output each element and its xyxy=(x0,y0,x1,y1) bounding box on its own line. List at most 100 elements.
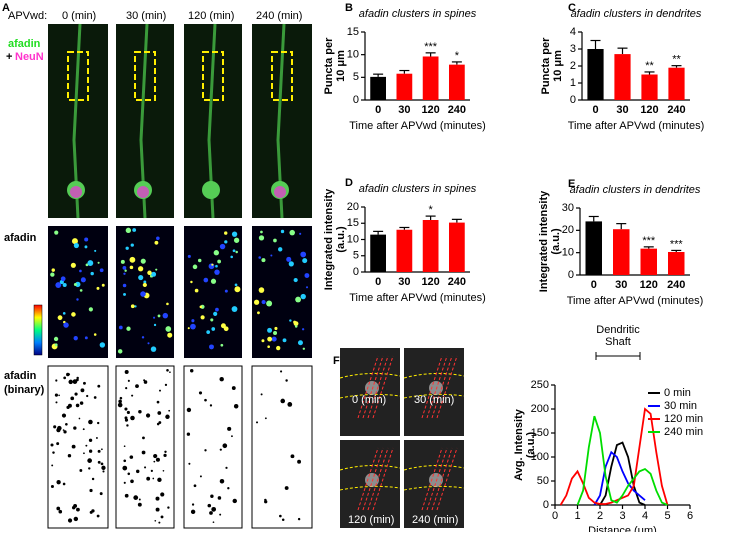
puncta xyxy=(70,262,76,268)
binary-puncta xyxy=(146,476,151,481)
puncta xyxy=(122,265,127,270)
row-label: afadin xyxy=(4,232,37,244)
y-axis-label: (a.u.) xyxy=(525,432,537,459)
puncta xyxy=(267,327,273,333)
puncta xyxy=(210,318,214,322)
puncta xyxy=(206,330,211,334)
puncta xyxy=(297,340,303,346)
binary-puncta xyxy=(74,392,78,396)
puncta xyxy=(219,243,226,250)
bar xyxy=(668,67,685,100)
binary-puncta xyxy=(101,448,103,451)
puncta xyxy=(71,238,78,245)
puncta xyxy=(62,282,67,287)
puncta xyxy=(101,283,105,287)
binary-puncta xyxy=(232,498,237,504)
binary-puncta xyxy=(219,377,224,382)
puncta xyxy=(140,291,146,297)
y-tick-label: 50 xyxy=(537,475,549,487)
puncta xyxy=(143,280,147,284)
significance: *** xyxy=(670,238,684,250)
puncta xyxy=(301,328,305,331)
y-tick-label: 0 xyxy=(353,94,359,106)
binary-puncta xyxy=(68,373,71,376)
binary-puncta xyxy=(70,396,75,401)
puncta xyxy=(54,343,58,347)
y-tick-label: 4 xyxy=(570,26,576,38)
x-tick-label: 0 xyxy=(552,510,558,522)
y-tick-label: 10 xyxy=(562,247,574,259)
x-axis-label: Time after APVwd (minutes) xyxy=(349,120,486,132)
puncta xyxy=(99,342,106,348)
puncta xyxy=(302,258,308,264)
image xyxy=(251,365,313,529)
nucleus xyxy=(274,186,286,198)
binary-puncta xyxy=(73,516,79,522)
row-label: (binary) xyxy=(4,384,45,396)
binary-puncta xyxy=(280,370,283,373)
puncta xyxy=(215,307,219,312)
binary-puncta xyxy=(133,495,139,500)
binary-puncta xyxy=(186,407,192,413)
puncta xyxy=(304,273,310,278)
row-label: afadin xyxy=(4,370,37,382)
binary-puncta xyxy=(93,396,97,399)
legend-label: 30 min xyxy=(664,400,697,412)
binary-puncta xyxy=(88,419,93,425)
y-tick-label: 5 xyxy=(353,71,359,83)
puncta xyxy=(210,278,217,284)
binary-puncta xyxy=(225,466,228,469)
puncta xyxy=(129,265,134,270)
binary-puncta xyxy=(138,409,142,414)
image xyxy=(116,226,174,358)
puncta xyxy=(84,245,88,249)
puncta xyxy=(293,277,298,283)
binary-puncta xyxy=(290,454,295,459)
bar xyxy=(449,64,465,100)
x-axis-label: Time after APVwd (minutes) xyxy=(567,295,704,307)
binary-puncta xyxy=(79,469,83,472)
stain-label: afadin xyxy=(8,38,41,50)
x-tick-label: 6 xyxy=(687,510,693,522)
puncta xyxy=(85,263,89,267)
puncta xyxy=(96,286,100,290)
binary-puncta xyxy=(169,371,171,374)
puncta xyxy=(153,323,157,327)
binary-puncta xyxy=(165,414,170,419)
time-label: 240 (min) xyxy=(412,514,458,526)
x-tick-label: 0 xyxy=(375,104,381,116)
binary-puncta xyxy=(54,393,58,397)
binary-puncta xyxy=(156,422,160,426)
shaft-edge xyxy=(403,464,465,471)
x-tick-label: 30 xyxy=(616,104,628,116)
binary-puncta xyxy=(164,450,167,454)
binary-puncta xyxy=(96,421,100,425)
binary-puncta xyxy=(227,426,232,431)
puncta xyxy=(197,258,202,263)
puncta xyxy=(63,322,69,328)
legend-label: 240 min xyxy=(664,426,703,438)
time-label: 30 (min) xyxy=(414,394,454,406)
image xyxy=(184,226,242,358)
binary-puncta xyxy=(160,515,164,519)
puncta xyxy=(62,312,66,315)
puncta xyxy=(125,227,132,234)
puncta xyxy=(191,319,195,323)
soma xyxy=(202,181,220,199)
puncta xyxy=(79,289,83,292)
significance: *** xyxy=(642,235,656,247)
binary-puncta xyxy=(130,415,135,421)
puncta xyxy=(124,269,127,272)
binary-puncta xyxy=(193,484,197,488)
binary-puncta xyxy=(285,379,288,382)
shaft-edge xyxy=(403,372,465,379)
puncta xyxy=(258,235,265,241)
binary-puncta xyxy=(157,477,162,483)
spot xyxy=(365,381,379,395)
puncta xyxy=(93,333,97,336)
puncta xyxy=(147,342,150,345)
puncta xyxy=(60,276,66,282)
binary-puncta xyxy=(53,425,57,429)
y-tick-label: 10 xyxy=(347,233,359,245)
y-tick-label: 2 xyxy=(570,60,576,72)
